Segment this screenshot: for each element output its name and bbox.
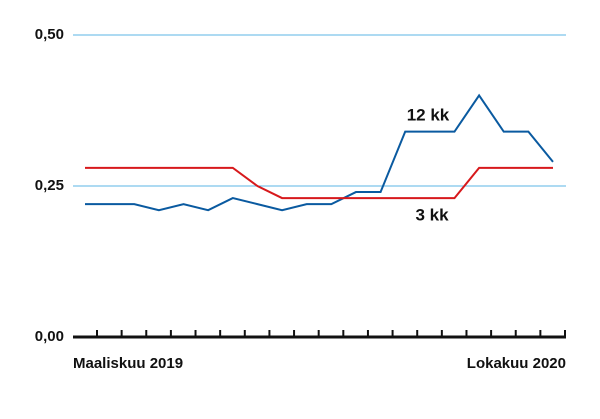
series-label: 3 kk xyxy=(415,205,449,224)
y-tick-label: 0,00 xyxy=(35,328,64,345)
x-tick-label: Lokakuu 2020 xyxy=(467,355,566,372)
series-label: 12 kk xyxy=(407,105,450,124)
y-tick-label: 0,25 xyxy=(35,177,64,194)
x-tick-label: Maaliskuu 2019 xyxy=(73,355,183,372)
y-tick-label: 0,50 xyxy=(35,26,64,43)
series-line xyxy=(85,93,554,212)
series-line xyxy=(85,166,553,200)
